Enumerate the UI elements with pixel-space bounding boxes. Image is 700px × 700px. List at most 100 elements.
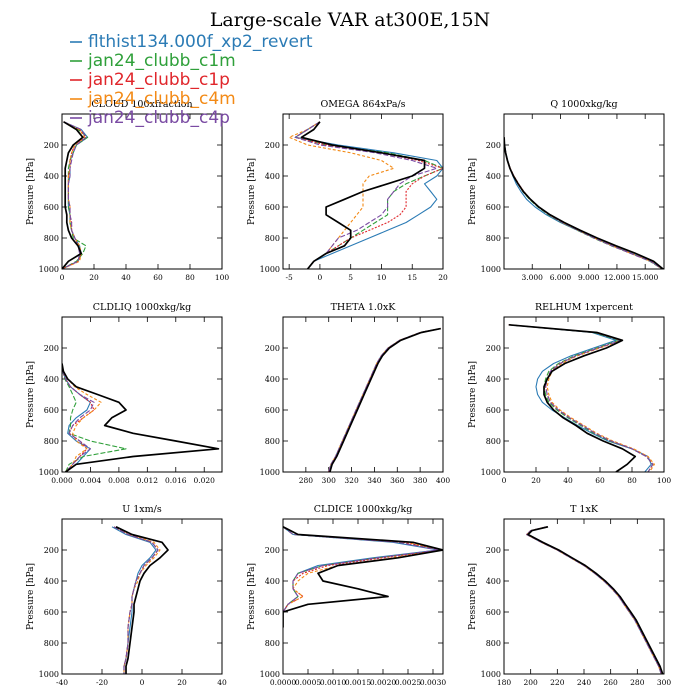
y-tick-label: 800 — [486, 437, 501, 446]
legend-label: jan24_clubb_c1p — [87, 70, 230, 90]
y-tick-label: 200 — [44, 546, 59, 555]
x-tick-label: 100 — [657, 476, 672, 485]
x-tick-label: 400 — [436, 476, 451, 485]
y-tick-label: 1000 — [39, 265, 59, 274]
series-line-flthist134.000f_xp2_revert — [111, 526, 157, 674]
panel-4: THETA 1.0xK 200 400 600 800 1000 280 300 320 340 3… — [260, 302, 451, 485]
x-tick-label: -5 — [285, 273, 293, 282]
legend-label: jan24_clubb_c4p — [87, 108, 230, 128]
y-tick-label: 1000 — [481, 468, 501, 477]
x-tick-label: 40 — [217, 678, 227, 687]
x-tick-label: 0.0005 — [295, 678, 321, 687]
x-tick-label: 15.000 — [632, 273, 658, 282]
x-tick-label: 20 — [89, 273, 99, 282]
series-group — [288, 121, 443, 269]
series-line-jan24_clubb_c4p — [504, 137, 663, 269]
x-tick-label: 40 — [563, 476, 573, 485]
plot-frame — [61, 113, 223, 270]
series-line-reference — [62, 121, 84, 269]
y-tick-label: 800 — [44, 639, 59, 648]
series-line-reference — [300, 121, 426, 269]
series-line-jan24_clubb_c1m — [283, 526, 443, 628]
y-tick-label: 1000 — [39, 670, 59, 679]
series-line-jan24_clubb_c1p — [283, 526, 443, 628]
series-group — [504, 137, 664, 269]
panel-title: RELHUM 1xpercent — [535, 302, 633, 313]
series-line-jan24_clubb_c4m — [328, 328, 441, 472]
x-tick-label: 10 — [377, 273, 387, 282]
panel-title: CLDICE 1000xkg/kg — [314, 504, 413, 515]
series-line-flthist134.000f_xp2_revert — [294, 121, 443, 269]
legend-label: jan24_clubb_c1m — [87, 51, 236, 71]
panel-title: CLDLIQ 1000xkg/kg — [93, 302, 191, 313]
x-tick-label: 3.000 — [521, 273, 543, 282]
y-tick-label: 200 — [265, 344, 280, 353]
x-tick-label: 280 — [299, 476, 314, 485]
y-axis-label: Pressure [hPa] — [26, 361, 36, 428]
y-tick-label: 200 — [486, 344, 501, 353]
figure-title: Large-scale VAR at300E,15N — [210, 9, 490, 31]
x-tick-label: 15 — [407, 273, 417, 282]
series-line-jan24_clubb_c1p — [504, 137, 663, 269]
x-tick-label: 6.000 — [550, 273, 572, 282]
x-tick-label: 12.000 — [604, 273, 630, 282]
series-line-reference — [527, 525, 664, 674]
legend: flthist134.000f_xp2_revertjan24_clubb_c1… — [70, 32, 313, 128]
series-group — [111, 526, 169, 674]
series-line-reference — [62, 363, 220, 472]
y-tick-label: 600 — [265, 608, 280, 617]
x-tick-label: 0.004 — [80, 476, 102, 485]
y-axis-label: Pressure [hPa] — [247, 563, 257, 630]
y-tick-label: 400 — [486, 172, 501, 181]
y-tick-label: 1000 — [481, 670, 501, 679]
x-tick-label: 0.000 — [51, 476, 73, 485]
x-tick-label: 20 — [177, 678, 187, 687]
series-line-jan24_clubb_c4m — [526, 526, 662, 674]
series-group — [328, 327, 441, 472]
series-line-jan24_clubb_c4p — [328, 328, 441, 472]
series-line-jan24_clubb_c4p — [508, 324, 654, 472]
x-tick-label: 0.008 — [108, 476, 130, 485]
panel-title: Q 1000xkg/kg — [550, 99, 617, 110]
y-tick-label: 200 — [265, 546, 280, 555]
y-axis-label: Pressure [hPa] — [468, 158, 478, 225]
x-tick-label: 40 — [121, 273, 131, 282]
y-tick-label: 400 — [486, 375, 501, 384]
series-line-jan24_clubb_c1m — [328, 328, 441, 472]
plot-frame — [282, 518, 444, 675]
y-tick-label: 400 — [486, 577, 501, 586]
y-tick-label: 600 — [265, 406, 280, 415]
plot-frame — [503, 113, 665, 270]
y-tick-label: 200 — [265, 141, 280, 150]
x-tick-label: 240 — [577, 678, 592, 687]
y-tick-label: 600 — [44, 406, 59, 415]
x-tick-label: 0.012 — [137, 476, 159, 485]
series-line-reference — [508, 323, 637, 472]
series-line-jan24_clubb_c4m — [508, 324, 655, 472]
panel-title: CLOUD 100xfraction — [91, 99, 192, 110]
y-tick-label: 800 — [265, 639, 280, 648]
x-tick-label: -40 — [56, 678, 68, 687]
x-tick-label: 0 — [502, 476, 507, 485]
x-tick-label: 80 — [627, 476, 637, 485]
series-line-jan24_clubb_c4p — [526, 526, 662, 674]
y-tick-label: 600 — [44, 608, 59, 617]
series-line-flthist134.000f_xp2_revert — [508, 324, 652, 472]
x-tick-label: 360 — [390, 476, 405, 485]
series-line-jan24_clubb_c1m — [62, 363, 127, 472]
y-tick-label: 1000 — [260, 265, 280, 274]
series-line-reference — [329, 327, 441, 472]
x-tick-label: 300 — [657, 678, 672, 687]
x-tick-label: 20 — [531, 476, 541, 485]
y-tick-label: 400 — [44, 577, 59, 586]
series-line-jan24_clubb_c1m — [504, 137, 663, 269]
plot-frame — [61, 518, 223, 675]
y-tick-label: 600 — [486, 406, 501, 415]
plot-frame — [282, 316, 444, 473]
panel-title: U 1xm/s — [122, 504, 162, 515]
